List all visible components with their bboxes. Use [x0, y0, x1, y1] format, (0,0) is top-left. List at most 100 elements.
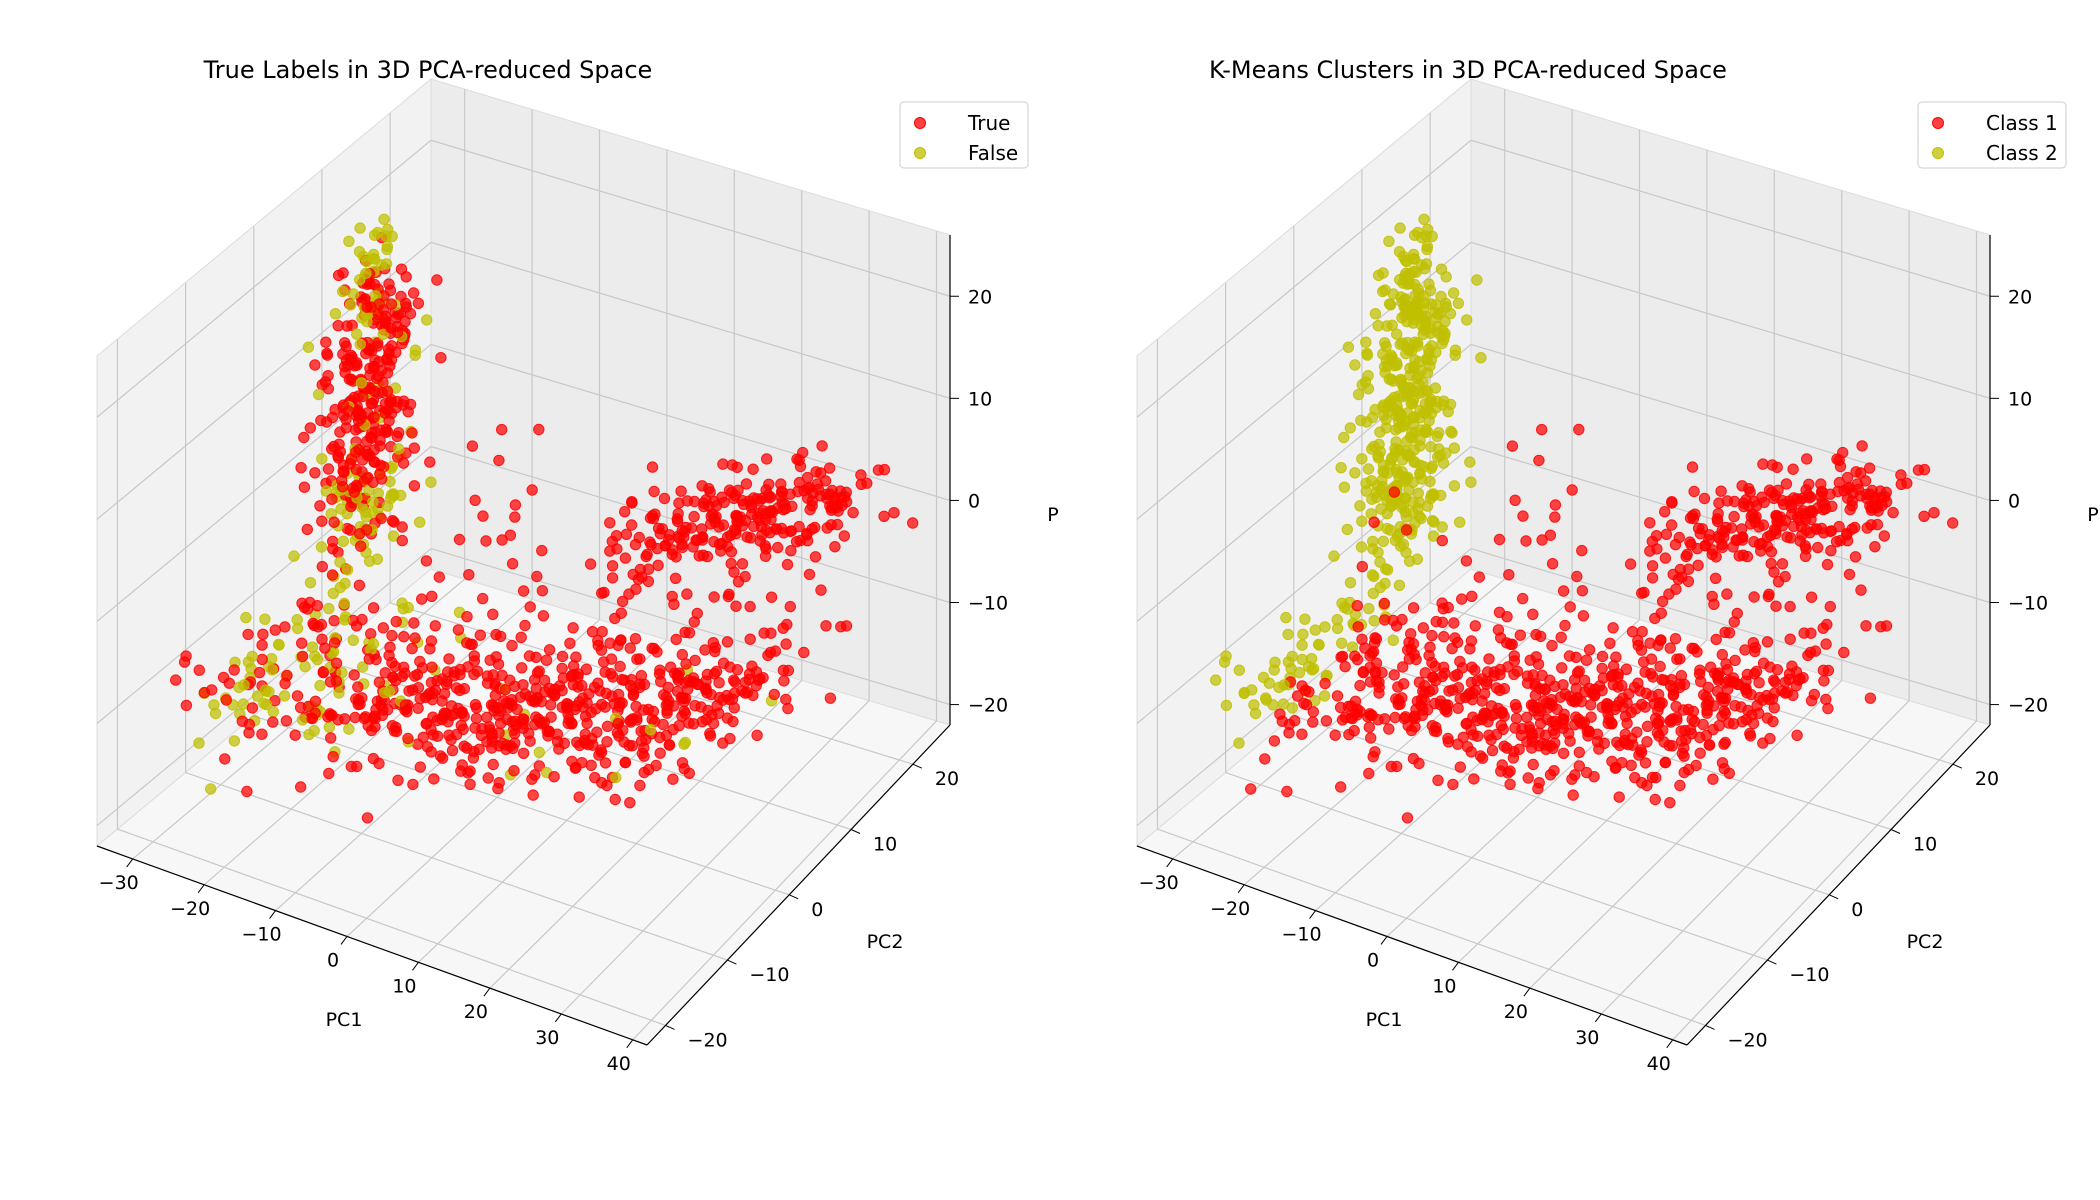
- point-class-1: [1521, 735, 1533, 748]
- point-class-1: [1471, 714, 1483, 727]
- point-true: [693, 550, 705, 562]
- point-false: [193, 737, 205, 749]
- point-true: [280, 715, 293, 727]
- point-true: [381, 425, 394, 438]
- point-true: [831, 501, 844, 514]
- point-class-1: [1703, 739, 1716, 751]
- point-class-1: [1571, 570, 1583, 583]
- point-true: [683, 627, 696, 639]
- point-class-2: [1341, 523, 1354, 536]
- point-class-1: [1588, 771, 1600, 783]
- point-true: [484, 724, 496, 736]
- point-true: [638, 766, 650, 779]
- point-class-1: [1855, 584, 1867, 596]
- point-true: [616, 595, 629, 608]
- point-class-2: [1394, 274, 1406, 286]
- point-true: [236, 715, 249, 727]
- x-grid-floor: [632, 720, 937, 1041]
- point-class-1: [1800, 524, 1813, 536]
- point-class-2: [1382, 405, 1395, 417]
- point-true: [379, 310, 392, 323]
- point-class-1: [1645, 653, 1658, 665]
- z-grid-back: [1470, 548, 1991, 706]
- point-true: [717, 657, 730, 669]
- point-class-1: [1747, 717, 1760, 730]
- point-true: [517, 713, 529, 725]
- point-class-1: [1666, 497, 1678, 509]
- x-tick-mark: [412, 961, 419, 971]
- point-class-1: [1816, 522, 1828, 535]
- z-tick-label: 20: [968, 286, 992, 308]
- point-class-1: [1748, 591, 1760, 603]
- x-tick-label: −10: [1282, 924, 1322, 946]
- scatter-points: [170, 213, 919, 824]
- point-class-1: [1621, 717, 1633, 729]
- point-true: [630, 700, 642, 713]
- point-class-1: [1736, 716, 1749, 728]
- legend-label: False: [968, 141, 1018, 165]
- x-tick-mark: [269, 910, 276, 919]
- point-class-1: [1664, 642, 1676, 654]
- point-true: [311, 600, 323, 612]
- point-class-2: [1377, 267, 1389, 279]
- point-class-1: [1357, 666, 1370, 679]
- point-true: [670, 551, 682, 563]
- point-true: [681, 588, 693, 600]
- point-class-1: [1791, 729, 1803, 741]
- point-true: [529, 719, 541, 731]
- z-axis-label: P: [1047, 504, 1058, 526]
- point-true: [702, 704, 714, 717]
- point-true: [567, 622, 579, 634]
- point-true: [379, 667, 391, 679]
- point-true: [747, 463, 759, 475]
- point-true: [625, 519, 638, 531]
- point-class-1: [1694, 731, 1706, 744]
- point-class-2: [1392, 405, 1404, 417]
- point-class-1: [1875, 621, 1887, 633]
- point-true: [332, 320, 344, 332]
- point-class-1: [1632, 677, 1644, 689]
- point-false: [337, 285, 349, 298]
- point-false: [259, 613, 271, 625]
- point-true: [707, 637, 719, 649]
- point-true: [352, 405, 364, 417]
- point-class-1: [1407, 638, 1420, 650]
- point-true: [316, 560, 328, 573]
- point-class-1: [1649, 612, 1661, 625]
- point-true: [477, 592, 489, 605]
- point-true: [676, 648, 688, 661]
- point-class-1: [1379, 614, 1391, 626]
- point-true: [301, 603, 314, 615]
- point-class-1: [1784, 532, 1797, 544]
- point-class-1: [1841, 535, 1854, 547]
- point-class-1: [1569, 719, 1581, 731]
- y-tick-label: 10: [873, 833, 897, 855]
- point-class-1: [1419, 686, 1431, 699]
- point-class-2: [1361, 349, 1374, 361]
- point-true: [386, 656, 398, 669]
- point-class-1: [1692, 559, 1704, 571]
- y-tick-mark: [1829, 894, 1839, 900]
- point-true: [489, 678, 501, 690]
- point-class-1: [1762, 590, 1775, 603]
- x-tick-mark: [1237, 884, 1245, 894]
- point-class-1: [1436, 534, 1449, 547]
- point-true: [651, 646, 663, 658]
- point-class-1: [1865, 519, 1877, 531]
- point-class-1: [1863, 462, 1876, 474]
- point-class-1: [1821, 558, 1834, 571]
- point-true: [327, 751, 339, 763]
- point-true: [809, 521, 821, 534]
- point-true: [322, 463, 335, 475]
- x-grid-floor: [275, 619, 600, 912]
- point-class-1: [1757, 657, 1770, 669]
- point-class-1: [1860, 620, 1872, 632]
- point-true: [669, 572, 682, 584]
- point-true: [360, 524, 373, 536]
- point-true: [489, 689, 502, 701]
- point-true: [655, 675, 667, 688]
- point-true: [570, 700, 582, 712]
- point-true: [469, 494, 481, 506]
- point-true: [322, 370, 334, 382]
- point-false: [304, 577, 317, 589]
